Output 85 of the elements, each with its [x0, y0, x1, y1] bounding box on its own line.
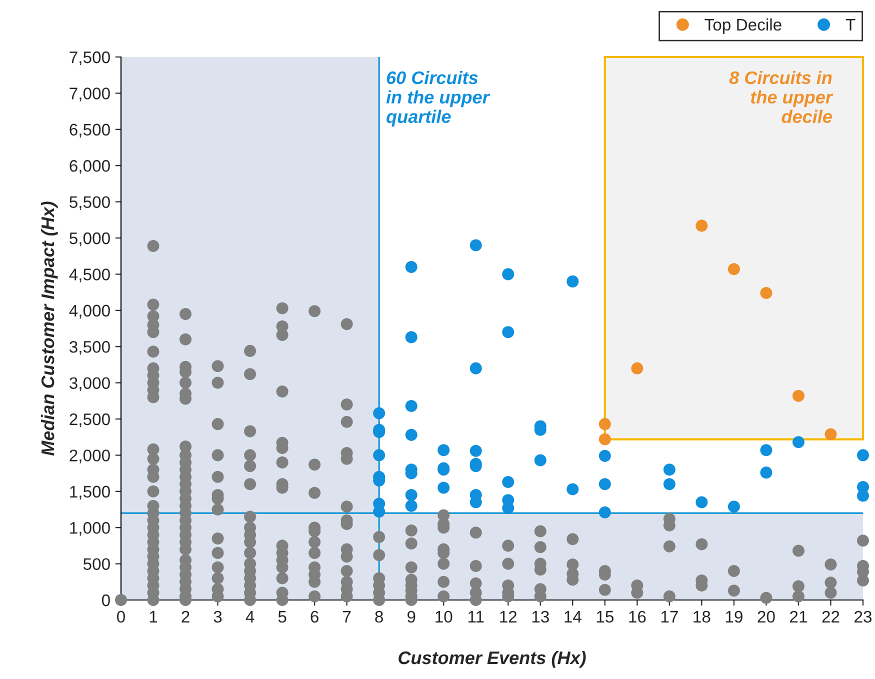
x-tick-label: 15: [596, 611, 614, 623]
y-tick-label: 7,000: [70, 88, 110, 102]
point: [566, 483, 579, 496]
y-tick-label: 5,000: [70, 232, 110, 246]
point: [728, 500, 740, 513]
point: [856, 490, 870, 502]
point: [373, 407, 386, 420]
y-tick-label: 4,000: [69, 304, 110, 319]
point: [502, 476, 514, 488]
point: [792, 436, 804, 448]
x-axis-title: Customer Events (Hx): [398, 650, 586, 668]
y-tick-label: 3,000: [70, 377, 110, 391]
point: [502, 326, 514, 338]
x-tick-label: 23: [854, 610, 872, 623]
x-tick-label: 16: [629, 610, 646, 623]
point: [373, 449, 386, 462]
point: [598, 478, 611, 490]
y-tick-label: 6,500: [70, 124, 110, 138]
x-tick-label: 14: [564, 611, 582, 622]
y-tick-label: 7,500: [70, 51, 110, 66]
annotation: 8 Circuits in the upper decile: [729, 70, 834, 124]
x-tick-label: 18: [694, 610, 710, 623]
point: [534, 454, 546, 466]
point: [760, 444, 772, 456]
x-tick-label: 11: [468, 611, 484, 622]
x-tick-label: 9: [407, 610, 416, 623]
point: [566, 275, 579, 288]
point: [598, 433, 611, 446]
point: [728, 263, 740, 276]
x-tick-label: 22: [822, 610, 840, 622]
y-tick-label: 1,500: [70, 486, 110, 500]
point: [663, 478, 676, 490]
point: [598, 450, 611, 462]
x-tick-label: 10: [436, 610, 452, 623]
point: [405, 331, 418, 344]
legend-label: Top Decile: [704, 18, 782, 34]
x-tick-label: 7: [343, 611, 351, 622]
y-tick-label: 5,500: [70, 196, 110, 210]
x-tick-label: 2: [182, 610, 190, 622]
x-tick-label: 13: [532, 610, 549, 623]
y-tick-label: 2,000: [70, 450, 110, 464]
x-tick-label: 5: [278, 611, 286, 623]
y-tick-label: 0: [102, 594, 110, 606]
point: [696, 496, 708, 508]
point: [470, 362, 482, 374]
point: [696, 220, 708, 232]
point: [405, 260, 418, 273]
point: [856, 449, 870, 462]
x-tick-label: 3: [214, 610, 222, 623]
x-tick-label: 8: [375, 610, 383, 623]
legend-label: T: [846, 19, 856, 30]
y-axis-title: Median Customer Impact (Hx): [40, 202, 58, 456]
point: [438, 482, 450, 494]
x-tick-label: 20: [758, 610, 775, 623]
point: [405, 428, 418, 441]
y-tick-label: 2,500: [70, 413, 110, 428]
point: [438, 444, 450, 456]
point: [502, 268, 514, 280]
point: [663, 464, 676, 476]
annotation: 60 Circuits in the upper quartile: [386, 70, 490, 127]
x-tick-label: 19: [726, 610, 742, 623]
point: [470, 444, 482, 457]
x-tick-label: 21: [790, 610, 807, 622]
point: [760, 287, 772, 300]
y-tick-label: 4,500: [69, 268, 110, 282]
point: [598, 506, 611, 518]
point: [792, 390, 804, 402]
point: [631, 362, 644, 374]
point: [824, 428, 837, 440]
point: [405, 500, 418, 512]
y-tick-label: 6,000: [70, 160, 110, 174]
x-tick-label: 17: [661, 611, 678, 622]
x-tick-label: 6: [310, 610, 318, 623]
point: [470, 239, 482, 252]
point: [405, 489, 418, 502]
y-tick-label: 1,000: [70, 522, 110, 536]
x-tick-label: 4: [246, 611, 254, 622]
x-tick-label: 12: [500, 610, 517, 622]
y-tick-label: 500: [83, 558, 110, 570]
point: [598, 418, 611, 430]
point: [405, 400, 418, 412]
point: [760, 466, 772, 479]
x-tick-label: 0: [117, 610, 125, 623]
x-tick-label: 1: [150, 611, 158, 622]
y-tick-label: 3,500: [70, 341, 110, 355]
